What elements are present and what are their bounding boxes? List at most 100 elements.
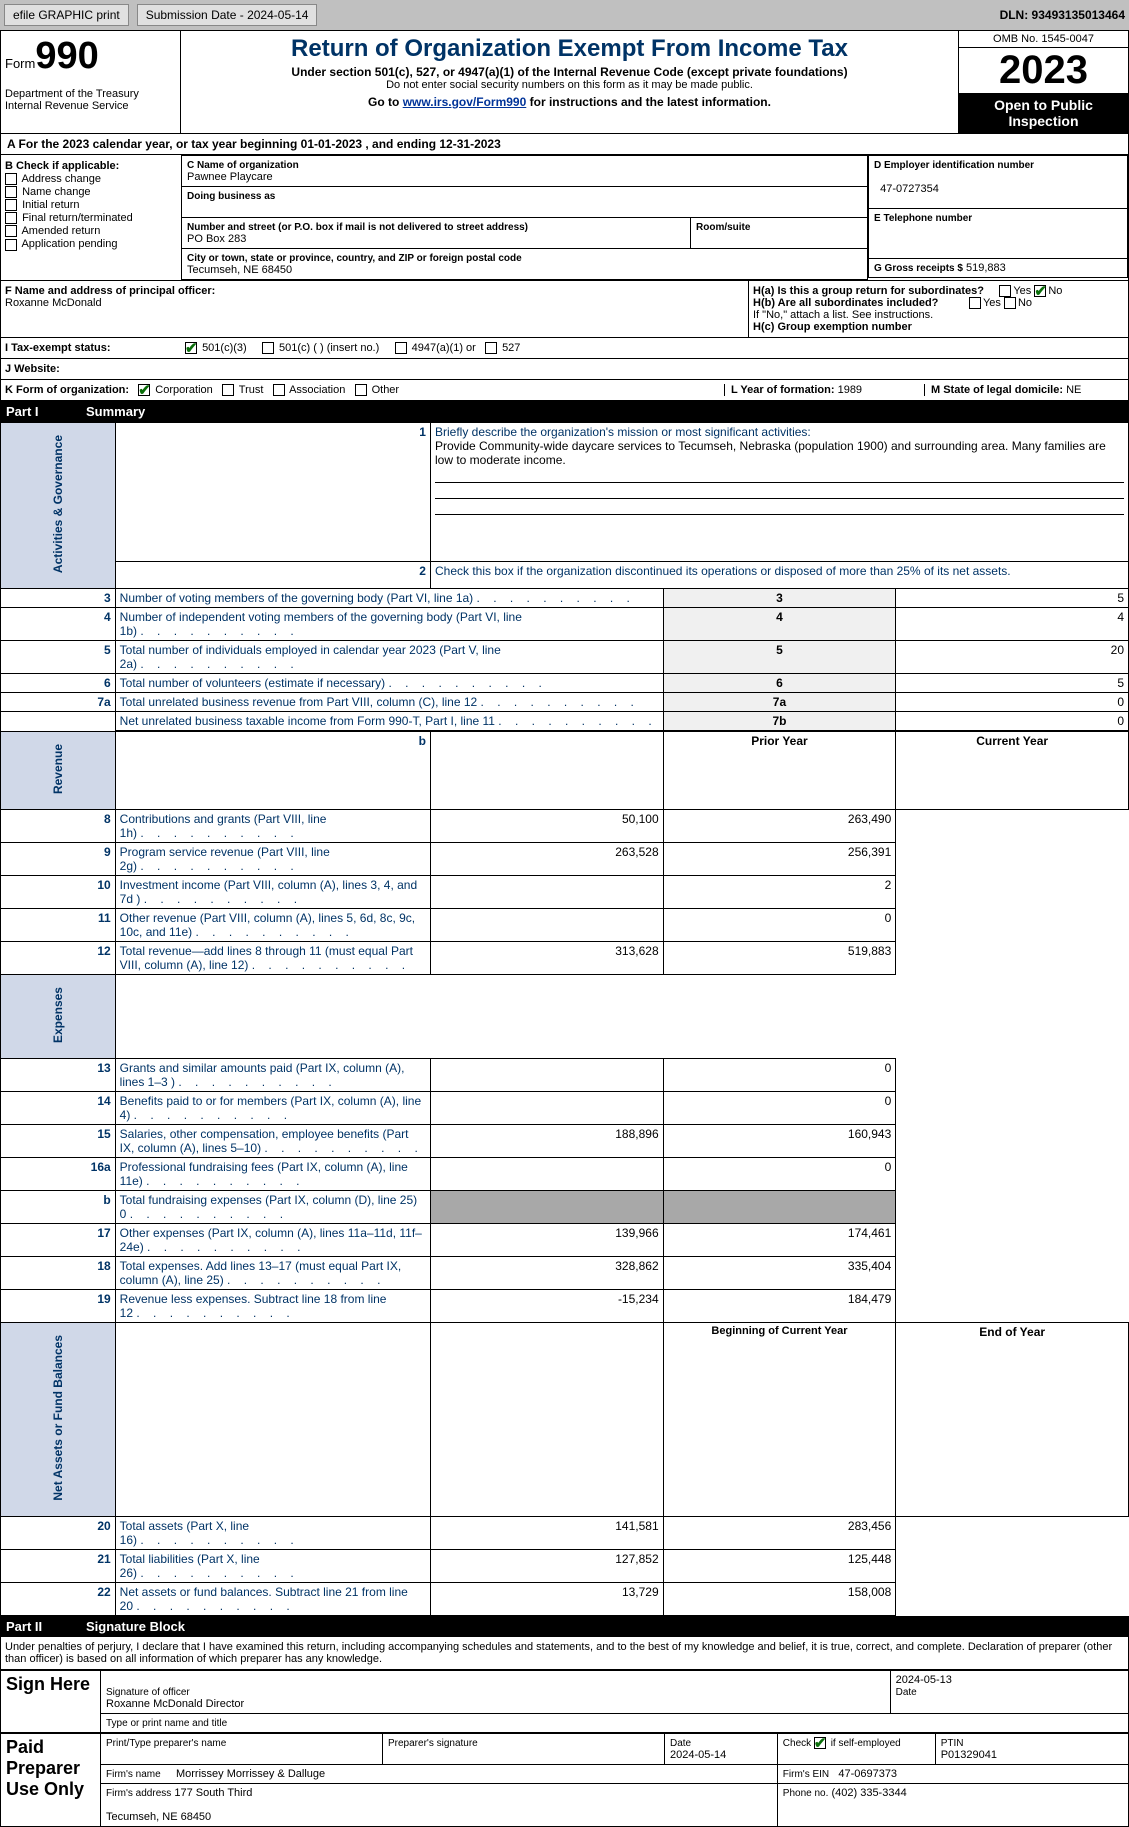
- org-name-value: Pawnee Playcare: [187, 171, 273, 183]
- website-label: J Website:: [1, 359, 181, 379]
- part1-num: Part I: [6, 404, 86, 419]
- prep-sig-label: Preparer's signature: [388, 1738, 478, 1749]
- goto-line: Go to www.irs.gov/Form990 for instructio…: [189, 95, 950, 109]
- cb-corp[interactable]: [138, 384, 150, 396]
- row-k: K Form of organization: Corporation Trus…: [0, 380, 1129, 401]
- row-j: J Website:: [0, 359, 1129, 380]
- firm-ein-label: Firm's EIN: [783, 1769, 829, 1780]
- cb-initial-return[interactable]: Initial return: [5, 199, 177, 211]
- box-b-header: B Check if applicable:: [5, 160, 177, 172]
- line1-text: Provide Community-wide daycare services …: [435, 439, 1106, 467]
- declaration-text: Under penalties of perjury, I declare th…: [0, 1637, 1129, 1670]
- cb-other[interactable]: [355, 384, 367, 396]
- ha-label: H(a) Is this a group return for subordin…: [753, 285, 984, 297]
- part2-num: Part II: [6, 1619, 86, 1634]
- firm-ein-value: 47-0697373: [838, 1768, 897, 1780]
- website-value: [181, 359, 1128, 379]
- sig-officer-label: Signature of officer: [106, 1687, 190, 1698]
- cb-assoc[interactable]: [273, 384, 285, 396]
- ssn-note: Do not enter social security numbers on …: [189, 79, 950, 91]
- calendar-year-row: A For the 2023 calendar year, or tax yea…: [0, 134, 1129, 155]
- preparer-table: Paid Preparer Use Only Print/Type prepar…: [0, 1733, 1129, 1827]
- line2-text: Check this box if the organization disco…: [435, 564, 1011, 578]
- year-formation-value: 1989: [838, 384, 862, 396]
- cb-address-change[interactable]: Address change: [5, 173, 177, 185]
- sign-here-table: Sign Here Signature of officerRoxanne Mc…: [0, 1670, 1129, 1733]
- officer-value: Roxanne McDonald: [5, 297, 102, 309]
- side-exp: Expenses: [49, 977, 67, 1053]
- firm-phone-label: Phone no.: [783, 1788, 829, 1799]
- ha-no[interactable]: [1034, 285, 1046, 297]
- form-subtitle: Under section 501(c), 527, or 4947(a)(1)…: [189, 65, 950, 79]
- firm-phone-value: (402) 335-3344: [831, 1787, 906, 1799]
- hb-no[interactable]: [1004, 297, 1016, 309]
- part1-header: Part I Summary: [0, 401, 1129, 422]
- firm-name-value: Morrissey Morrissey & Dalluge: [176, 1768, 325, 1780]
- curr-year-hdr: Current Year: [896, 731, 1129, 809]
- row-i: I Tax-exempt status: 501(c)(3) 501(c) ( …: [0, 338, 1129, 359]
- goto-prefix: Go to: [368, 95, 403, 109]
- prep-date: 2024-05-14: [670, 1749, 726, 1761]
- dln-label: DLN: 93493135013464: [1000, 8, 1125, 22]
- prep-name-label: Print/Type preparer's name: [106, 1738, 226, 1749]
- prep-check-label: Check if self-employed: [783, 1738, 901, 1749]
- cb-application-pending[interactable]: Application pending: [5, 238, 177, 250]
- form-word: Form: [5, 56, 35, 71]
- preparer-side-label: Paid Preparer Use Only: [1, 1733, 101, 1826]
- type-name-label: Type or print name and title: [106, 1718, 227, 1729]
- sign-date-label: Date: [896, 1687, 917, 1698]
- efile-print-button[interactable]: efile GRAPHIC print: [4, 4, 129, 26]
- state-domicile-label: M State of legal domicile:: [931, 384, 1063, 396]
- prep-date-label: Date: [670, 1738, 691, 1749]
- part1-title: Summary: [86, 404, 145, 419]
- cb-trust[interactable]: [222, 384, 234, 396]
- city-value: Tecumseh, NE 68450: [187, 264, 292, 276]
- firm-addr-label: Firm's address: [106, 1788, 171, 1799]
- submission-date-button[interactable]: Submission Date - 2024-05-14: [137, 4, 318, 26]
- room-label: Room/suite: [696, 222, 750, 233]
- tax-exempt-label: I Tax-exempt status:: [1, 338, 181, 358]
- city-label: City or town, state or province, country…: [187, 253, 522, 264]
- line1-label: Briefly describe the organization's miss…: [435, 425, 811, 439]
- end-year-hdr: End of Year: [896, 1323, 1129, 1517]
- sign-here-label: Sign Here: [1, 1670, 101, 1732]
- form-header: Form990 Department of the Treasury Inter…: [0, 30, 1129, 134]
- sign-date: 2024-05-13: [896, 1674, 952, 1686]
- side-rev: Revenue: [49, 734, 67, 804]
- gross-receipts-value: 519,883: [966, 262, 1006, 274]
- cb-amended-return[interactable]: Amended return: [5, 225, 177, 237]
- side-na: Net Assets or Fund Balances: [49, 1325, 67, 1511]
- section-a-grid: B Check if applicable: Address change Na…: [0, 155, 1129, 281]
- beg-year-hdr: Beginning of Current Year: [663, 1323, 896, 1517]
- ein-value: 47-0727354: [880, 183, 939, 195]
- form-org-label: K Form of organization:: [5, 384, 129, 396]
- irs-link[interactable]: www.irs.gov/Form990: [403, 95, 527, 109]
- prior-year-hdr: Prior Year: [663, 731, 896, 809]
- org-name-label: C Name of organization: [187, 160, 299, 171]
- ptin-label: PTIN: [941, 1738, 964, 1749]
- cb-527[interactable]: [485, 342, 497, 354]
- cb-4947[interactable]: [395, 342, 407, 354]
- gross-receipts-label: G Gross receipts $: [874, 263, 963, 274]
- sig-officer-name: Roxanne McDonald Director: [106, 1698, 244, 1710]
- firm-name-label: Firm's name: [106, 1769, 161, 1780]
- tax-year: 2023: [959, 48, 1128, 93]
- ptin-value: P01329041: [941, 1749, 997, 1761]
- cb-501c3[interactable]: [185, 342, 197, 354]
- officer-label: F Name and address of principal officer:: [5, 285, 215, 297]
- hb-note: If "No," attach a list. See instructions…: [753, 309, 1124, 321]
- form-number: 990: [35, 35, 98, 77]
- cb-501c[interactable]: [262, 342, 274, 354]
- form-title: Return of Organization Exempt From Incom…: [189, 35, 950, 63]
- hb-yes[interactable]: [969, 297, 981, 309]
- goto-suffix: for instructions and the latest informat…: [526, 95, 771, 109]
- street-label: Number and street (or P.O. box if mail i…: [187, 222, 528, 233]
- ha-yes[interactable]: [999, 285, 1011, 297]
- cb-self-employed[interactable]: [814, 1737, 826, 1749]
- cb-final-return[interactable]: Final return/terminated: [5, 212, 177, 224]
- part2-title: Signature Block: [86, 1619, 185, 1634]
- dba-label: Doing business as: [187, 191, 275, 202]
- cb-name-change[interactable]: Name change: [5, 186, 177, 198]
- street-value: PO Box 283: [187, 233, 246, 245]
- open-inspection: Open to Public Inspection: [959, 93, 1128, 133]
